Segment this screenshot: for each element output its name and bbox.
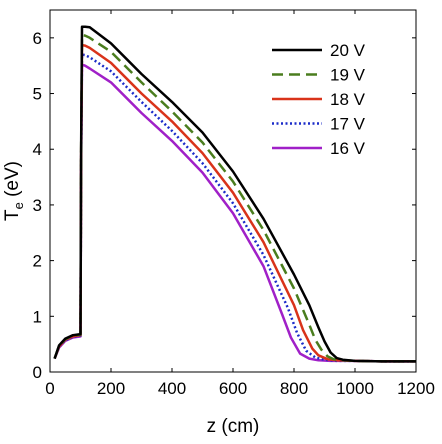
- x-tick-label-5: 1000: [336, 379, 374, 398]
- series-line-20-v: [53, 25, 416, 363]
- x-tick-label-2: 400: [158, 379, 186, 398]
- y-axis-label-main: T: [2, 209, 23, 221]
- legend-label-2: 18 V: [330, 90, 366, 109]
- y-tick-label-1: 1: [33, 307, 42, 326]
- series-layer: [53, 25, 416, 363]
- y-axis-label-unit: (eV): [2, 161, 23, 202]
- x-tick-label-0: 0: [45, 379, 54, 398]
- legend: 20 V 19 V 18 V 17 V 16 V: [272, 41, 366, 158]
- y-tick-label-6: 6: [33, 29, 42, 48]
- y-axis-label-sub: e: [11, 202, 26, 209]
- legend-label-4: 16 V: [330, 139, 366, 158]
- plot-frame: [49, 9, 417, 373]
- y-tick-label-5: 5: [33, 85, 42, 104]
- x-tick-label-6: 1200: [397, 379, 435, 398]
- x-tick-label-4: 800: [280, 379, 308, 398]
- tick-layer: 0 200 400 600 800 1000 1200 0 1 2 3 4 5 6: [33, 10, 435, 398]
- x-tick-label-1: 200: [97, 379, 125, 398]
- y-tick-label-3: 3: [33, 196, 42, 215]
- y-axis-label: Te (eV): [2, 161, 26, 221]
- x-tick-label-3: 600: [219, 379, 247, 398]
- y-tick-label-2: 2: [33, 252, 42, 271]
- y-tick-label-4: 4: [33, 140, 42, 159]
- legend-label-0: 20 V: [330, 41, 366, 60]
- legend-label-1: 19 V: [330, 66, 366, 85]
- legend-label-3: 17 V: [330, 115, 366, 134]
- x-axis-label: z (cm): [207, 416, 260, 437]
- y-tick-label-0: 0: [33, 363, 42, 382]
